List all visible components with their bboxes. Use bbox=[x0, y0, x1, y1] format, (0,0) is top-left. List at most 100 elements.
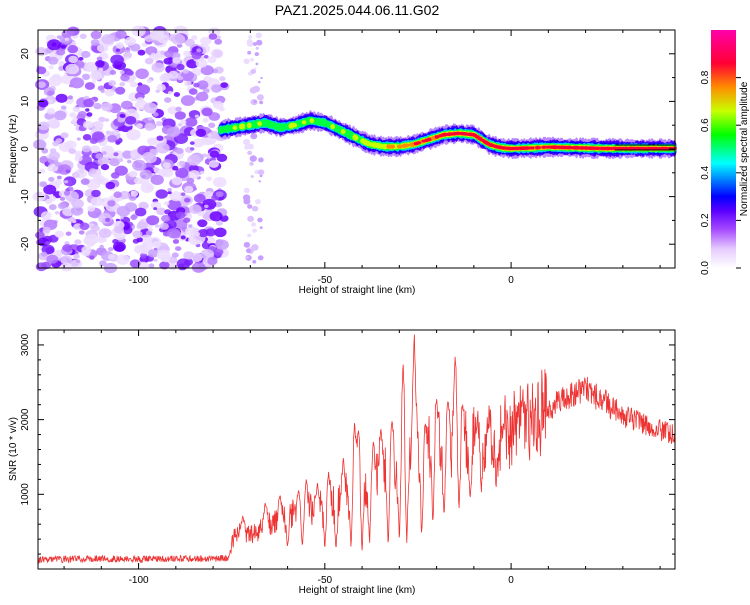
noise-blob bbox=[159, 261, 170, 270]
noise-blob bbox=[101, 102, 113, 112]
noise-blob bbox=[73, 253, 80, 259]
noise-blob bbox=[208, 160, 219, 168]
noise-blob bbox=[144, 153, 157, 164]
noise-blob bbox=[124, 202, 138, 212]
noise-blob bbox=[86, 63, 97, 71]
noise-blob bbox=[78, 56, 84, 61]
noise-blob bbox=[167, 191, 172, 195]
noise-blob bbox=[79, 222, 90, 231]
noise-blob bbox=[113, 152, 119, 157]
noise-blob bbox=[115, 42, 124, 49]
noise-blob bbox=[146, 78, 153, 84]
noise-blob bbox=[203, 54, 209, 59]
noise-blob bbox=[145, 230, 153, 236]
noise-blob bbox=[140, 252, 148, 259]
noise-blob bbox=[153, 207, 158, 211]
noise-blob bbox=[208, 122, 216, 129]
noise-blob bbox=[199, 170, 205, 175]
noise-blob bbox=[67, 95, 73, 100]
noise-blob bbox=[148, 227, 154, 232]
x-tick-label: 0 bbox=[508, 275, 514, 286]
noise-blob bbox=[119, 113, 126, 119]
noise-blob bbox=[89, 255, 95, 260]
noise-blob bbox=[254, 52, 259, 57]
noise-blob bbox=[48, 151, 61, 160]
noise-blob bbox=[81, 145, 92, 153]
noise-blob bbox=[101, 34, 115, 45]
noise-blob bbox=[67, 29, 76, 36]
noise-blob bbox=[53, 110, 67, 121]
noise-blob bbox=[118, 158, 124, 163]
noise-blob bbox=[247, 50, 252, 55]
noise-blob bbox=[115, 30, 127, 39]
noise-blob bbox=[125, 56, 130, 60]
noise-blob bbox=[68, 148, 76, 155]
noise-blob bbox=[65, 140, 77, 150]
colorbar-tick-label: 0.0 bbox=[700, 261, 711, 275]
noise-blob bbox=[135, 207, 147, 217]
noise-blob bbox=[184, 38, 195, 47]
noise-blob bbox=[207, 133, 213, 138]
noise-blob bbox=[87, 205, 96, 212]
ridge-cell bbox=[301, 120, 307, 125]
noise-blob bbox=[52, 140, 60, 147]
noise-blob bbox=[64, 37, 70, 41]
noise-blob bbox=[186, 212, 192, 217]
noise-blob bbox=[84, 234, 99, 245]
x-tick-label: -100 bbox=[129, 275, 149, 286]
noise-blob bbox=[54, 230, 64, 238]
noise-blob bbox=[214, 227, 227, 238]
noise-blob bbox=[172, 239, 180, 244]
noise-blob bbox=[96, 56, 103, 61]
spectrogram-y-axis-label: Frequency (Hz) bbox=[8, 115, 19, 184]
noise-blob bbox=[59, 196, 66, 201]
noise-blob bbox=[41, 148, 49, 154]
noise-blob bbox=[108, 254, 115, 260]
noise-blob bbox=[209, 150, 220, 158]
noise-blob bbox=[257, 169, 265, 175]
noise-blob bbox=[57, 202, 67, 209]
noise-blob bbox=[122, 150, 133, 159]
noise-blob bbox=[206, 176, 213, 182]
noise-blob bbox=[260, 76, 263, 80]
colorbar-label: Normalized spectral amplitude bbox=[739, 81, 750, 216]
ridge-cell bbox=[353, 135, 359, 141]
noise-blob bbox=[210, 48, 224, 59]
noise-blob bbox=[247, 204, 253, 209]
noise-blob bbox=[155, 189, 168, 199]
noise-blob bbox=[54, 179, 63, 186]
noise-blob bbox=[126, 159, 132, 164]
noise-blob bbox=[130, 190, 139, 197]
noise-blob bbox=[259, 174, 263, 178]
noise-blob bbox=[174, 111, 186, 120]
noise-blob bbox=[89, 137, 98, 144]
noise-blob bbox=[139, 177, 150, 186]
noise-blob bbox=[42, 226, 51, 234]
noise-blob bbox=[81, 245, 92, 254]
noise-blob bbox=[255, 199, 261, 205]
noise-blob bbox=[155, 142, 170, 154]
noise-blob bbox=[220, 82, 228, 88]
snr-y-ticks: 1000 2000 3000 bbox=[20, 329, 675, 555]
noise-blob bbox=[100, 164, 110, 171]
noise-blob bbox=[48, 204, 57, 211]
noise-blob bbox=[206, 236, 216, 244]
noise-blob bbox=[215, 191, 224, 198]
noise-blob bbox=[196, 48, 202, 53]
noise-blob bbox=[150, 52, 156, 57]
noise-blob bbox=[82, 120, 94, 129]
noise-blob bbox=[257, 217, 263, 223]
noise-blob bbox=[207, 257, 218, 265]
noise-blob bbox=[109, 70, 117, 75]
noise-blob bbox=[253, 100, 257, 104]
noise-blob bbox=[141, 248, 149, 255]
noise-blob bbox=[68, 55, 78, 64]
noise-blob bbox=[104, 118, 110, 122]
noise-blob bbox=[40, 211, 52, 220]
ridge-cell bbox=[232, 125, 238, 130]
y-tick-label: 0 bbox=[20, 146, 31, 152]
noise-blob bbox=[171, 176, 183, 186]
noise-blob bbox=[41, 261, 51, 270]
noise-blob bbox=[60, 262, 73, 272]
noise-blob bbox=[114, 165, 128, 176]
